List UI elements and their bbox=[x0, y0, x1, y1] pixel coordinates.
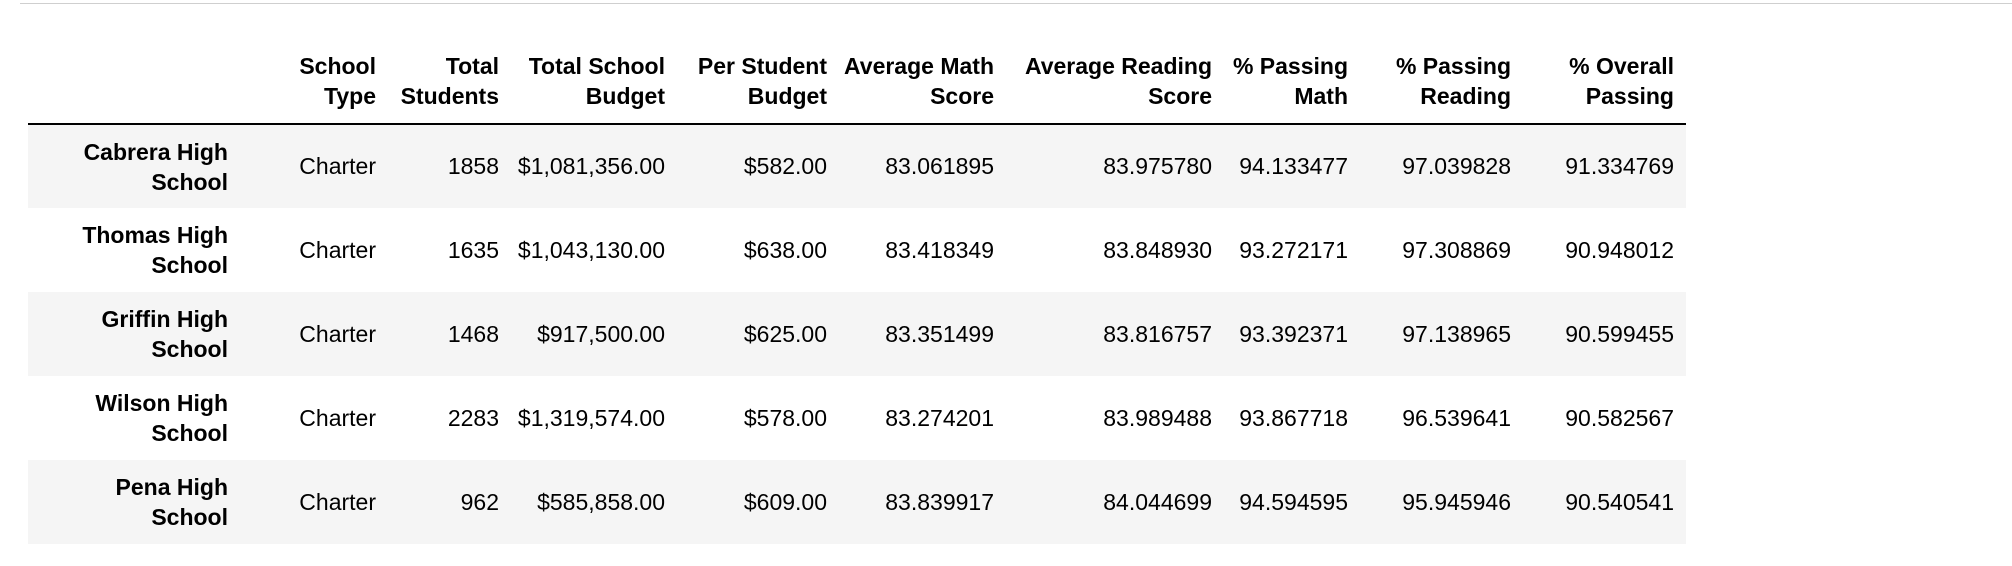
cell-pct-overall: 90.582567 bbox=[1565, 404, 1674, 431]
school-name-line1: Pena High bbox=[115, 474, 228, 500]
cell-total-students: 2283 bbox=[447, 404, 499, 431]
cell-pct-math: 93.867718 bbox=[1239, 404, 1348, 431]
school-name-line1: Griffin High bbox=[101, 306, 228, 332]
column-header-line2: Passing bbox=[1585, 83, 1674, 109]
cell-total-budget: $585,858.00 bbox=[537, 488, 665, 515]
cell-total-budget: $1,081,356.00 bbox=[517, 153, 665, 179]
school-name-line2: School bbox=[151, 420, 228, 446]
school-name-line1: Thomas High bbox=[82, 222, 228, 248]
cell-type: Charter bbox=[299, 404, 376, 431]
cell-pct-math: 93.392371 bbox=[1239, 320, 1348, 347]
cell-total-budget: $1,043,130.00 bbox=[517, 236, 665, 263]
cell-type: Charter bbox=[299, 488, 376, 515]
output-cell-border bbox=[20, 0, 2012, 4]
table-row: Cabrera High School Charter 1858 $1,081,356.… bbox=[28, 124, 1686, 208]
column-header-line2: Score bbox=[930, 83, 994, 109]
column-header: Average Math Score bbox=[839, 46, 1006, 124]
column-header-line1: Total bbox=[445, 53, 499, 79]
table-row: Wilson High School Charter 2283 $1,319,574.0… bbox=[28, 376, 1686, 460]
column-header: Total Students bbox=[388, 46, 511, 124]
column-header-line1: Average Math bbox=[844, 53, 994, 79]
cell-pct-overall: 90.540541 bbox=[1565, 488, 1674, 515]
school-name-line1: Wilson High bbox=[95, 390, 228, 416]
row-index-school-name: Griffin High School bbox=[28, 292, 250, 376]
cell-pct-overall: 90.948012 bbox=[1565, 236, 1674, 263]
column-header-line1: % Overall bbox=[1569, 53, 1674, 79]
column-header: Per Student Budget bbox=[677, 46, 839, 124]
column-header-line2: Reading bbox=[1420, 83, 1511, 109]
cell-pct-reading: 95.945946 bbox=[1402, 488, 1511, 515]
cell-type: Charter bbox=[299, 236, 376, 263]
table-row: Griffin High School Charter 1468 $917,500.00… bbox=[28, 292, 1686, 376]
cell-avg-reading: 83.816757 bbox=[1103, 320, 1212, 347]
column-header-line2: Score bbox=[1148, 83, 1212, 109]
school-name-line1: Cabrera High bbox=[83, 138, 228, 165]
column-header: % Passing Reading bbox=[1360, 46, 1523, 124]
cell-avg-math: 83.351499 bbox=[885, 320, 994, 347]
row-index-school-name: Cabrera High School bbox=[28, 124, 250, 208]
header-row: School Type Total Students Total School Bud… bbox=[28, 46, 1686, 124]
row-index-school-name: Pena High School bbox=[28, 460, 250, 544]
column-header-line1: Per Student bbox=[697, 53, 827, 79]
cell-per-student-budget: $609.00 bbox=[743, 488, 827, 515]
cell-pct-overall: 90.599455 bbox=[1565, 320, 1674, 347]
column-header-line2: Math bbox=[1294, 83, 1348, 109]
column-header-line1: % Passing bbox=[1232, 53, 1348, 79]
column-header: % Overall Passing bbox=[1523, 46, 1686, 124]
column-header-line2: Students bbox=[400, 83, 499, 109]
cell-per-student-budget: $638.00 bbox=[743, 236, 827, 263]
column-header-line1: School bbox=[299, 53, 376, 79]
cell-per-student-budget: $578.00 bbox=[743, 404, 827, 431]
column-header: School Type bbox=[250, 46, 388, 124]
cell-avg-reading: 83.975780 bbox=[1103, 153, 1212, 179]
cell-pct-reading: 97.138965 bbox=[1402, 320, 1511, 347]
cell-total-students: 1858 bbox=[447, 153, 499, 179]
cell-total-students: 1468 bbox=[447, 320, 499, 347]
school-name-line2: School bbox=[151, 252, 228, 278]
cell-pct-math: 94.133477 bbox=[1239, 153, 1348, 179]
cell-pct-reading: 96.539641 bbox=[1402, 404, 1511, 431]
cell-pct-overall: 91.334769 bbox=[1565, 153, 1674, 179]
column-header-line1: % Passing bbox=[1395, 53, 1511, 79]
cell-avg-reading: 83.989488 bbox=[1103, 404, 1212, 431]
cell-pct-reading: 97.308869 bbox=[1402, 236, 1511, 263]
column-header: % Passing Math bbox=[1224, 46, 1360, 124]
cell-type: Charter bbox=[299, 320, 376, 347]
column-header-line2: Type bbox=[324, 83, 376, 109]
cell-avg-reading: 84.044699 bbox=[1103, 488, 1212, 515]
cell-pct-math: 94.594595 bbox=[1239, 488, 1348, 515]
column-header-line1: Average Reading bbox=[1024, 53, 1212, 79]
column-header-line2: Budget bbox=[585, 83, 665, 109]
school-name-line2: School bbox=[151, 336, 228, 362]
cell-total-budget: $917,500.00 bbox=[537, 320, 665, 347]
cell-total-students: 962 bbox=[460, 488, 499, 515]
column-header: Average Reading Score bbox=[1006, 46, 1224, 124]
column-header-line1: Total School bbox=[528, 53, 665, 79]
table-row: Thomas High School Charter 1635 $1,043,130.0… bbox=[28, 208, 1686, 292]
dataframe-table: School Type Total Students Total School Bud… bbox=[28, 46, 1686, 544]
cell-total-budget: $1,319,574.00 bbox=[517, 404, 665, 431]
column-header-line2: Budget bbox=[747, 83, 827, 109]
cell-per-student-budget: $582.00 bbox=[743, 153, 827, 179]
cell-avg-math: 83.274201 bbox=[885, 404, 994, 431]
cell-type: Charter bbox=[299, 153, 376, 179]
school-name-line2: School bbox=[151, 504, 228, 530]
school-name-line2: School bbox=[151, 168, 228, 195]
column-header: Total School Budget bbox=[511, 46, 677, 124]
table-row: Pena High School Charter 962 $585,858.00 $609… bbox=[28, 460, 1686, 544]
cell-per-student-budget: $625.00 bbox=[743, 320, 827, 347]
cell-avg-reading: 83.848930 bbox=[1103, 236, 1212, 263]
cell-avg-math: 83.839917 bbox=[885, 488, 994, 515]
cell-pct-math: 93.272171 bbox=[1239, 236, 1348, 263]
table-body: Cabrera High School Charter 1858 $1,081,356.… bbox=[28, 124, 1686, 544]
index-header bbox=[28, 46, 250, 124]
cell-total-students: 1635 bbox=[447, 236, 499, 263]
cell-avg-math: 83.061895 bbox=[885, 153, 994, 179]
row-index-school-name: Thomas High School bbox=[28, 208, 250, 292]
row-index-school-name: Wilson High School bbox=[28, 376, 250, 460]
cell-avg-math: 83.418349 bbox=[885, 236, 994, 263]
cell-pct-reading: 97.039828 bbox=[1402, 153, 1511, 179]
